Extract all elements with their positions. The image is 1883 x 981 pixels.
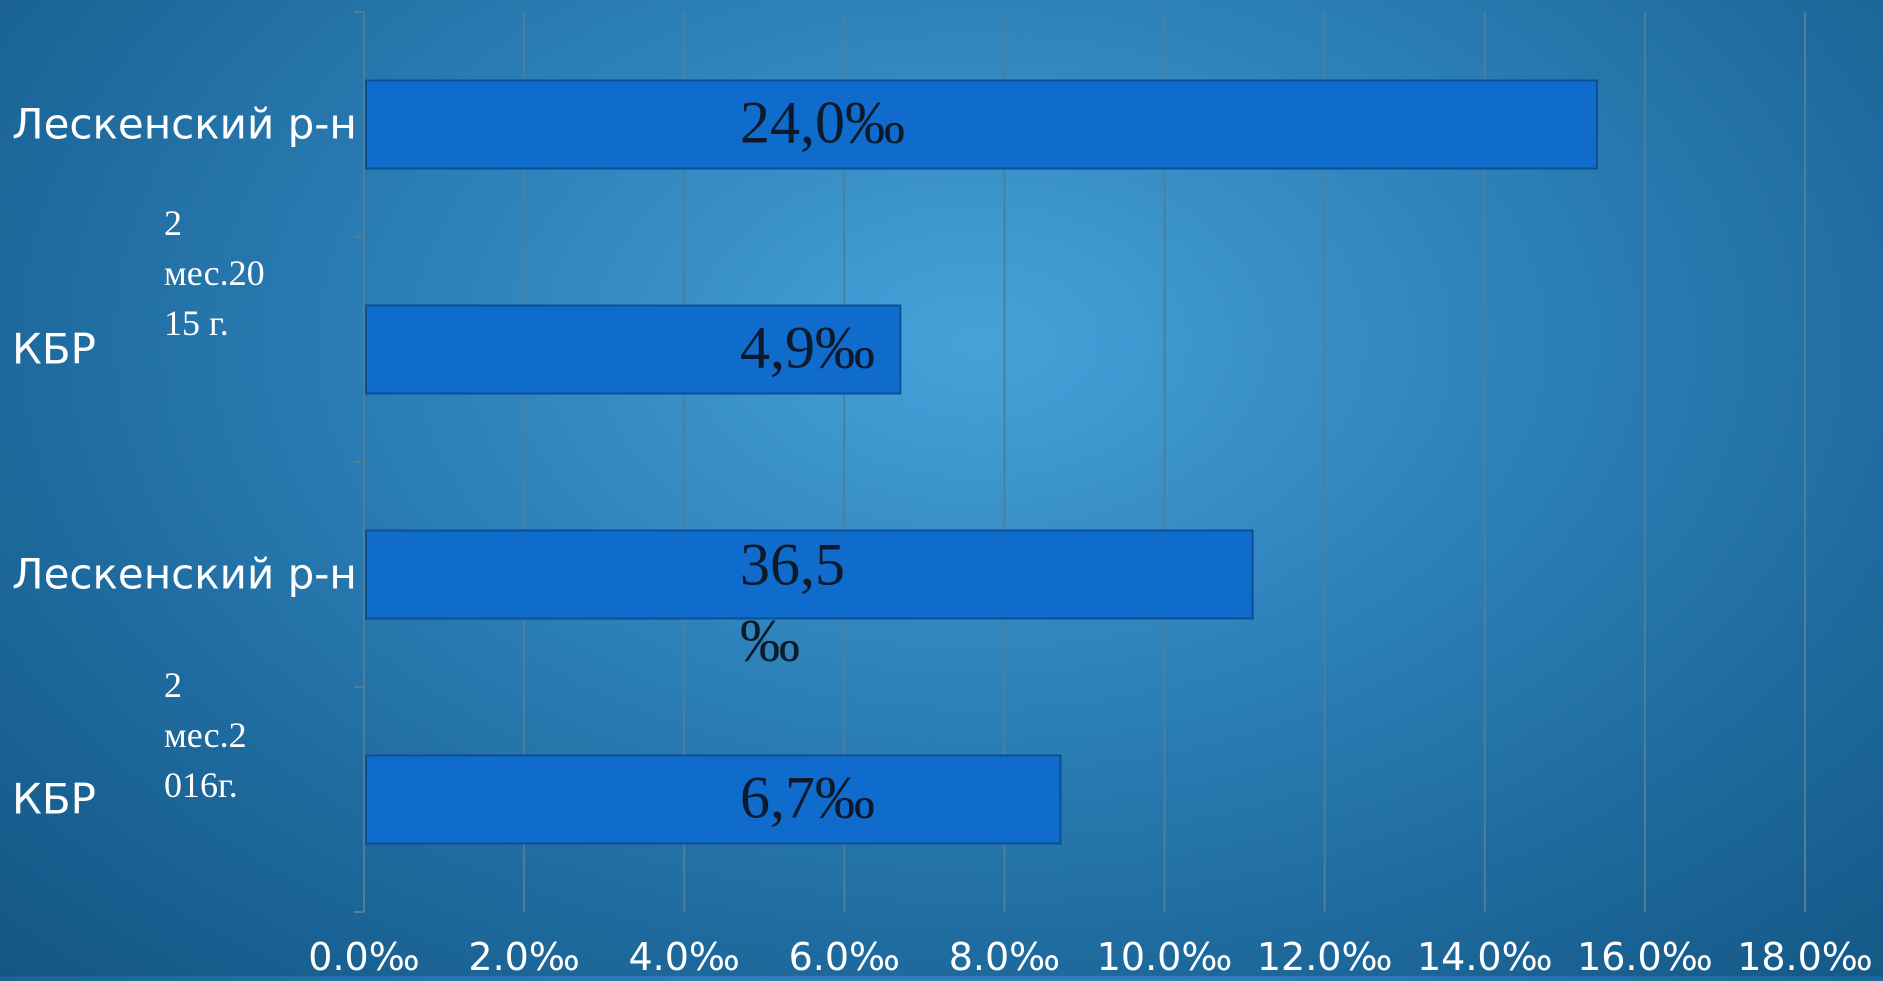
group-label: 15 г. xyxy=(164,303,229,343)
data-label: 6,7‰ xyxy=(740,765,875,831)
bar xyxy=(365,529,1254,620)
x-tick-label: 10.0‰ xyxy=(1097,935,1233,976)
group-label: мес.2 xyxy=(164,715,247,755)
category-label: КБР xyxy=(12,775,96,824)
group-label: 2 xyxy=(164,665,182,705)
group-label: мес.20 xyxy=(164,253,265,293)
x-tick-label: 8.0‰ xyxy=(949,935,1060,976)
x-tick-label: 0.0‰ xyxy=(308,935,419,976)
x-tick-label: 16.0‰ xyxy=(1577,935,1713,976)
data-label: 36,5 xyxy=(740,532,845,598)
bar xyxy=(365,754,1062,845)
x-tick-label: 6.0‰ xyxy=(789,935,900,976)
group-label: 2 xyxy=(164,203,182,243)
category-label: КБР xyxy=(12,325,96,374)
data-label: 24,0‰ xyxy=(740,90,905,156)
x-tick-label: 14.0‰ xyxy=(1417,935,1553,976)
group-label: 016г. xyxy=(164,765,238,805)
bar xyxy=(365,79,1598,170)
bar xyxy=(365,304,902,395)
category-label: Лескенский р-н xyxy=(12,550,357,599)
x-tick-label: 2.0‰ xyxy=(468,935,579,976)
data-label: ‰ xyxy=(740,608,800,674)
x-tick-label: 12.0‰ xyxy=(1257,935,1393,976)
x-tick-label: 4.0‰ xyxy=(629,935,740,976)
x-tick-label: 18.0‰ xyxy=(1737,935,1873,976)
data-label: 4,9‰ xyxy=(740,315,875,381)
category-label: Лескенский р-н xyxy=(12,100,357,149)
